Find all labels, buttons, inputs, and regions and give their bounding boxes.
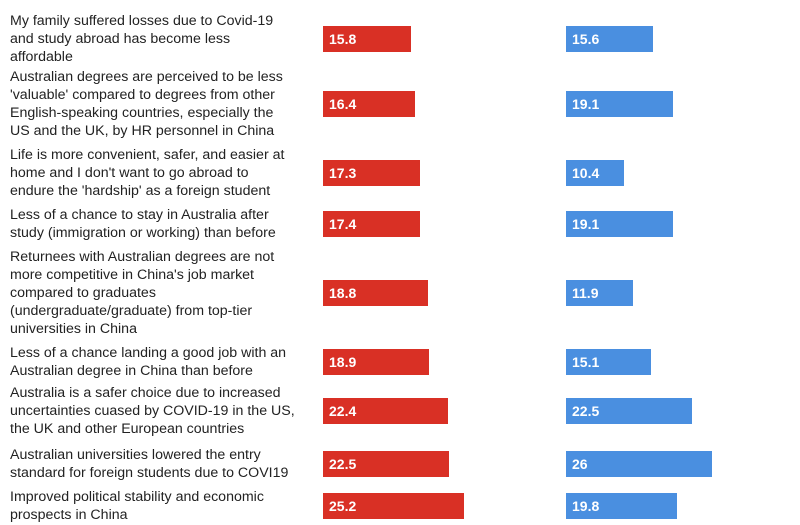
category-label: Life is more convenient, safer, and easi… (10, 147, 285, 199)
bar-series-2: 15.1 (566, 349, 651, 375)
data-label: 19.8 (572, 498, 600, 514)
category-label: Less of a chance to stay in Australia af… (10, 207, 276, 241)
chart-row: Life is more convenient, safer, and easi… (0, 146, 800, 200)
bar-series-2: 19.1 (566, 91, 673, 117)
data-label: 11.9 (572, 285, 599, 301)
data-label: 26 (572, 456, 588, 472)
data-label: 18.9 (329, 354, 357, 370)
data-label: 18.8 (329, 285, 357, 301)
bar-series-1: 15.8 (323, 26, 411, 52)
category-label: Australian universities lowered the entr… (10, 447, 289, 481)
chart-row: Returnees with Australian degrees are no… (0, 248, 800, 338)
data-label: 17.3 (329, 165, 357, 181)
chart-row: Less of a chance to stay in Australia af… (0, 206, 800, 242)
data-label: 16.4 (329, 96, 357, 112)
data-label: 22.5 (329, 456, 357, 472)
bar-series-1: 22.4 (323, 398, 448, 424)
data-label: 10.4 (572, 165, 600, 181)
bar-series-1: 17.4 (323, 211, 420, 237)
chart-row: Improved political stability and economi… (0, 488, 800, 524)
bar-series-1: 18.9 (323, 349, 429, 375)
bar-series-1: 16.4 (323, 91, 415, 117)
chart-row: Australia is a safer choice due to incre… (0, 384, 800, 438)
bar-series-2: 10.4 (566, 160, 624, 186)
data-label: 19.1 (572, 216, 600, 232)
bar-series-2: 15.6 (566, 26, 653, 52)
category-label: Returnees with Australian degrees are no… (10, 249, 275, 337)
chart-row: Australian universities lowered the entr… (0, 446, 800, 482)
data-label: 19.1 (572, 96, 600, 112)
category-label: My family suffered losses due to Covid-1… (10, 13, 274, 65)
bar-series-2: 22.5 (566, 398, 692, 424)
chart-row: Less of a chance landing a good job with… (0, 344, 800, 380)
bar-series-2: 19.1 (566, 211, 673, 237)
chart-row: Australian degrees are perceived to be l… (0, 68, 800, 140)
data-label: 22.5 (572, 403, 600, 419)
data-label: 15.8 (329, 31, 357, 47)
bar-series-2: 26 (566, 451, 712, 477)
chart-row: My family suffered losses due to Covid-1… (0, 12, 800, 66)
bar-series-1: 18.8 (323, 280, 428, 306)
category-label: Australian degrees are perceived to be l… (10, 69, 283, 139)
bar-series-2: 19.8 (566, 493, 677, 519)
category-label: Australia is a safer choice due to incre… (10, 385, 295, 437)
bar-series-2: 11.9 (566, 280, 633, 306)
data-label: 25.2 (329, 498, 357, 514)
data-label: 17.4 (329, 216, 357, 232)
bar-series-1: 25.2 (323, 493, 464, 519)
category-label: Less of a chance landing a good job with… (10, 345, 287, 379)
bar-series-1: 22.5 (323, 451, 449, 477)
data-label: 15.1 (572, 354, 600, 370)
data-label: 22.4 (329, 403, 357, 419)
bar-series-1: 17.3 (323, 160, 420, 186)
data-label: 15.6 (572, 31, 600, 47)
category-label: Improved political stability and economi… (10, 489, 264, 523)
